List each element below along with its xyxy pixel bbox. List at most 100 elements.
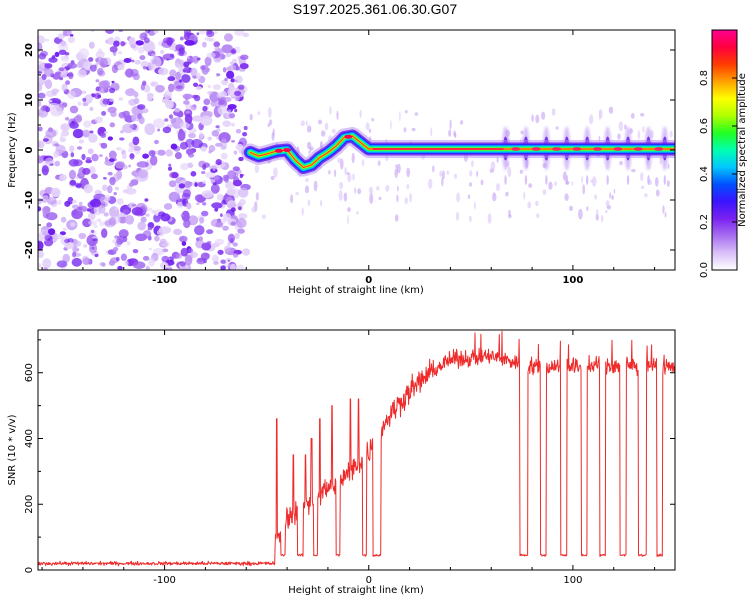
noise-blob	[109, 176, 116, 186]
noise-blob	[180, 163, 189, 171]
noise-blob	[89, 130, 94, 134]
noise-blob	[235, 128, 242, 134]
noise-blob	[118, 229, 129, 239]
streak-blob	[609, 192, 611, 199]
noise-blob	[90, 229, 95, 234]
noise-blob	[84, 94, 93, 104]
noise-blob	[45, 212, 58, 221]
hot-spot	[654, 147, 664, 151]
streak-blob	[586, 206, 589, 211]
noise-blob	[38, 100, 42, 107]
noise-blob	[45, 128, 57, 138]
noise-blob	[240, 54, 249, 60]
noise-blob	[94, 116, 103, 124]
noise-blob	[133, 113, 144, 122]
spectrogram-xlabel: Height of straight line (km)	[288, 285, 424, 296]
noise-blob	[222, 225, 229, 231]
spectrogram-content	[38, 30, 675, 270]
noise-blob	[70, 222, 76, 227]
noise-blob	[90, 173, 98, 180]
streak-blob	[669, 130, 673, 138]
noise-blob	[102, 184, 108, 191]
noise-blob	[134, 59, 141, 65]
noise-blob	[62, 227, 67, 231]
noise-blob	[38, 35, 46, 45]
noise-blob	[238, 206, 242, 210]
noise-blob	[71, 257, 83, 267]
noise-blob	[137, 104, 146, 110]
noise-blob	[87, 148, 94, 155]
noise-blob	[44, 63, 53, 69]
noise-blob	[174, 152, 182, 160]
noise-blob	[203, 67, 211, 73]
noise-blob	[226, 188, 236, 196]
streak-blob	[631, 168, 636, 173]
noise-blob	[157, 149, 166, 156]
noise-blob	[90, 251, 94, 255]
noise-blob	[38, 42, 43, 52]
noise-blob	[72, 240, 82, 247]
noise-blob	[174, 107, 180, 113]
noise-blob	[136, 161, 149, 168]
noise-blob	[64, 238, 70, 244]
noise-blob	[88, 133, 98, 143]
noise-blob	[228, 113, 236, 119]
streak-blob	[474, 201, 476, 210]
noise-blob	[72, 251, 77, 258]
noise-blob	[42, 138, 49, 142]
hot-spot	[531, 147, 541, 151]
streak-blob	[467, 194, 471, 200]
noise-blob	[144, 198, 149, 202]
noise-blob	[55, 234, 64, 240]
y-tick-label: 10	[24, 93, 35, 107]
noise-blob	[195, 72, 201, 80]
noise-blob	[217, 105, 228, 116]
noise-blob	[65, 117, 70, 121]
noise-blob	[194, 182, 198, 187]
streak-blob	[385, 184, 390, 192]
noise-blob	[109, 46, 118, 53]
noise-blob	[207, 84, 212, 89]
noise-blob	[88, 220, 98, 226]
noise-blob	[145, 265, 150, 270]
noise-blob	[150, 81, 159, 87]
noise-blob	[200, 252, 210, 261]
noise-blob	[191, 55, 200, 63]
streak-blob	[344, 167, 347, 175]
noise-blob	[43, 68, 54, 77]
noise-blob	[142, 66, 147, 70]
noise-blob	[141, 33, 145, 37]
streak-blob	[328, 170, 331, 175]
noise-blob	[114, 207, 119, 211]
noise-blob	[211, 202, 223, 209]
noise-blob	[161, 40, 172, 48]
noise-blob	[73, 159, 83, 167]
noise-blobs	[38, 30, 251, 270]
noise-blob	[223, 96, 232, 103]
noise-blob	[221, 44, 233, 54]
hot-spot	[344, 134, 353, 139]
noise-blob	[107, 136, 114, 141]
noise-blob	[118, 212, 125, 218]
noise-blob	[227, 170, 237, 180]
noise-blob	[226, 200, 237, 210]
noise-blob	[115, 256, 120, 262]
noise-blob	[118, 97, 124, 101]
noise-blob	[103, 177, 107, 180]
noise-blob	[154, 235, 160, 242]
noise-blob	[161, 98, 169, 103]
noise-blob	[208, 144, 216, 153]
streak-blob	[406, 167, 411, 178]
noise-blob	[164, 118, 169, 122]
noise-blob	[38, 83, 43, 92]
noise-blob	[114, 186, 120, 191]
snr-line	[38, 330, 675, 567]
noise-blob	[78, 207, 83, 211]
noise-blob	[93, 224, 99, 229]
noise-blob	[176, 196, 181, 201]
noise-blob	[123, 166, 129, 169]
noise-blob	[90, 93, 96, 98]
noise-blob	[193, 82, 199, 88]
noise-blob	[41, 206, 51, 215]
noise-blob	[168, 83, 175, 93]
